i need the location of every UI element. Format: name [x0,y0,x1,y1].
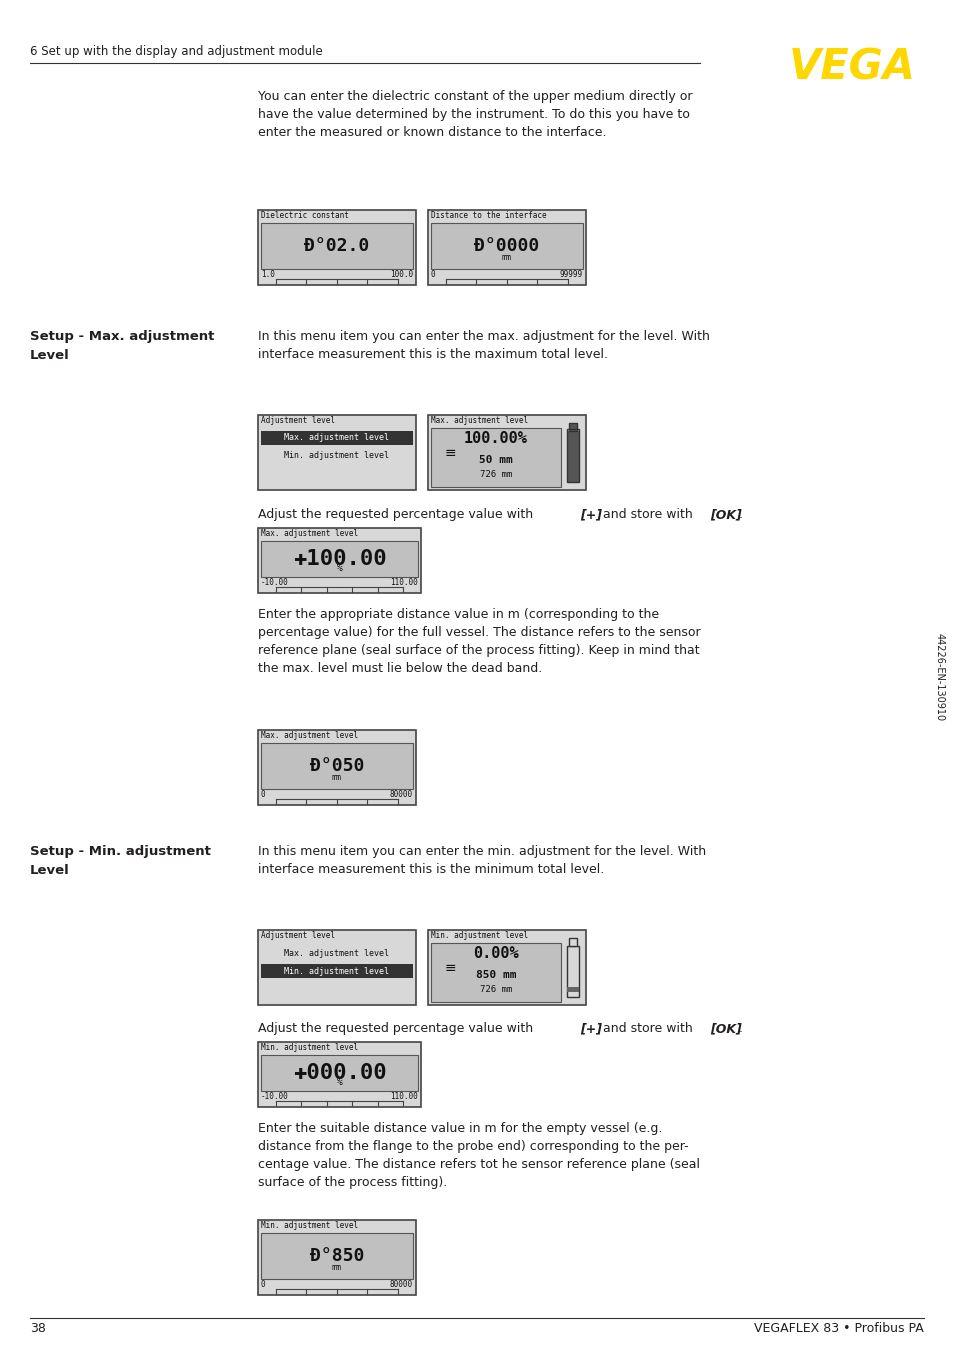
Bar [261,1055,417,1091]
Bar [257,730,416,806]
Text: -10.00: -10.00 [261,1091,289,1101]
Text: Min. adjustment level: Min. adjustment level [261,1221,357,1229]
Bar [431,428,560,487]
Bar [261,431,413,445]
Text: Adjustment level: Adjustment level [261,932,335,940]
Bar [428,930,585,1005]
Text: 80000: 80000 [390,1280,413,1289]
Bar [566,429,578,482]
Text: Max. adjustment level: Max. adjustment level [261,731,357,741]
Text: 6 Set up with the display and adjustment module: 6 Set up with the display and adjustment… [30,45,322,58]
Text: -10.00: -10.00 [261,578,289,588]
Bar [257,930,416,1005]
Bar [566,987,578,992]
Text: 726 mm: 726 mm [479,984,512,994]
Text: Max. adjustment level: Max. adjustment level [261,529,357,538]
Text: Setup - Min. adjustment
Level: Setup - Min. adjustment Level [30,845,211,877]
Text: Đ°0000: Đ°0000 [474,237,539,255]
Bar [428,210,585,284]
Text: Adjust the requested percentage value with: Adjust the requested percentage value wi… [257,508,537,521]
Bar [257,210,416,284]
Text: Min. adjustment level: Min. adjustment level [261,1043,357,1052]
Text: 38: 38 [30,1322,46,1335]
Text: Max. adjustment level: Max. adjustment level [431,416,528,425]
Text: .: . [739,508,742,521]
Text: and store with: and store with [598,508,696,521]
Text: 100.00%: 100.00% [463,431,527,445]
Text: 0: 0 [261,789,265,799]
Text: Min. adjustment level: Min. adjustment level [284,967,389,975]
Text: %: % [336,563,342,573]
Bar [568,422,577,431]
Text: 0: 0 [261,1280,265,1289]
Text: 0.00%: 0.00% [473,946,518,961]
Text: .: . [739,1022,742,1034]
Text: VEGAFLEX 83 • Profibus PA: VEGAFLEX 83 • Profibus PA [754,1322,923,1335]
Text: mm: mm [332,1263,341,1271]
Text: Đ°850: Đ°850 [310,1247,364,1265]
Text: ≡: ≡ [444,961,456,975]
Text: 110.00: 110.00 [390,578,417,588]
Text: mm: mm [332,773,341,781]
Bar [257,528,420,593]
Text: Min. adjustment level: Min. adjustment level [431,932,528,940]
Bar [428,414,585,490]
Bar [261,964,413,978]
Bar [261,743,413,789]
Text: Adjust the requested percentage value with: Adjust the requested percentage value wi… [257,1022,537,1034]
Text: Đ°02.0: Đ°02.0 [304,237,369,255]
Text: Setup - Max. adjustment
Level: Setup - Max. adjustment Level [30,330,214,362]
Bar [261,223,413,269]
Text: mm: mm [501,253,512,261]
Text: Đ°050: Đ°050 [310,757,364,774]
Bar [568,422,577,433]
Text: In this menu item you can enter the min. adjustment for the level. With
interfac: In this menu item you can enter the min.… [257,845,705,876]
Text: 1.0: 1.0 [261,269,274,279]
Text: Dielectric constant: Dielectric constant [261,211,349,219]
Text: [OK]: [OK] [709,1022,741,1034]
Text: 726 mm: 726 mm [479,470,512,479]
Text: You can enter the dielectric constant of the upper medium directly or
have the v: You can enter the dielectric constant of… [257,89,692,139]
Text: [OK]: [OK] [709,508,741,521]
Text: 0: 0 [431,269,436,279]
Text: Min. adjustment level: Min. adjustment level [284,451,389,460]
Bar [568,938,577,946]
Bar [566,431,578,482]
Bar [431,942,560,1002]
Text: VEGA: VEGA [788,47,915,89]
Text: 850 mm: 850 mm [476,969,516,980]
Text: 100.0: 100.0 [390,269,413,279]
Text: 44226-EN-130910: 44226-EN-130910 [934,632,944,722]
Text: and store with: and store with [598,1022,696,1034]
Text: Enter the appropriate distance value in m (corresponding to the
percentage value: Enter the appropriate distance value in … [257,608,700,676]
Bar [566,946,578,997]
Text: ✚100.00: ✚100.00 [293,548,386,569]
Text: %: % [336,1078,342,1087]
Bar [261,1233,413,1280]
Bar [257,1220,416,1294]
Text: Distance to the interface: Distance to the interface [431,211,546,219]
Text: 50 mm: 50 mm [478,455,513,464]
Text: 110.00: 110.00 [390,1091,417,1101]
Text: 80000: 80000 [390,789,413,799]
Text: In this menu item you can enter the max. adjustment for the level. With
interfac: In this menu item you can enter the max.… [257,330,709,362]
Text: Adjustment level: Adjustment level [261,416,335,425]
Text: ≡: ≡ [444,445,456,460]
Bar [431,223,582,269]
Text: [+]: [+] [579,508,601,521]
Text: [+]: [+] [579,1022,601,1034]
Text: 99999: 99999 [559,269,582,279]
Bar [261,542,417,577]
Text: Enter the suitable distance value in m for the empty vessel (e.g.
distance from : Enter the suitable distance value in m f… [257,1122,700,1189]
Bar [257,414,416,490]
Text: Max. adjustment level: Max. adjustment level [284,949,389,957]
Bar [257,1043,420,1108]
Text: Max. adjustment level: Max. adjustment level [284,433,389,443]
Text: ✚000.00: ✚000.00 [293,1063,386,1083]
